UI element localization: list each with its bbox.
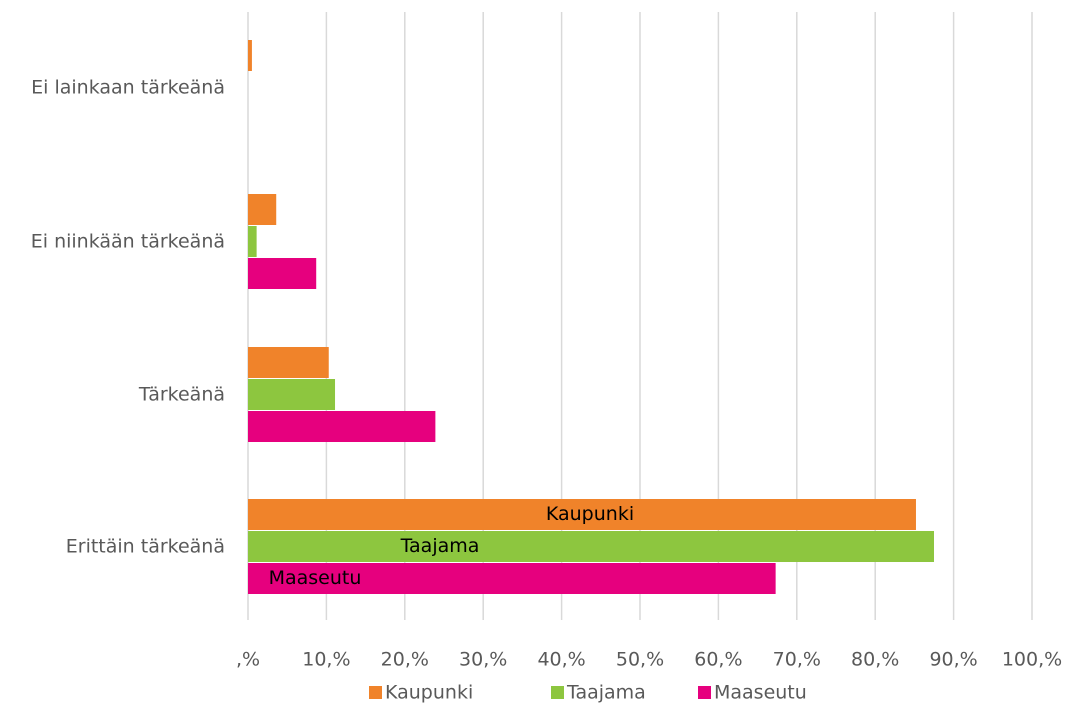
y-tick-label: Tärkeänä xyxy=(138,384,225,406)
x-tick-label: 70,% xyxy=(773,649,821,671)
bar xyxy=(248,258,317,289)
x-tick-label: 100,% xyxy=(1002,649,1062,671)
y-tick-label: Ei lainkaan tärkeänä xyxy=(31,77,225,99)
legend-label: Taajama xyxy=(566,682,646,704)
x-tick-label: 10,% xyxy=(302,649,350,671)
x-tick-label: 90,% xyxy=(929,649,977,671)
bar xyxy=(248,379,336,410)
bar-label: Taajama xyxy=(400,535,480,557)
x-tick-label: 50,% xyxy=(616,649,664,671)
bar xyxy=(248,347,329,378)
bar xyxy=(248,40,252,71)
x-tick-label: 60,% xyxy=(694,649,742,671)
x-tick-label: 20,% xyxy=(381,649,429,671)
x-tick-label: 30,% xyxy=(459,649,507,671)
bar xyxy=(248,226,257,257)
bar xyxy=(248,194,277,225)
x-tick-label: 80,% xyxy=(851,649,899,671)
legend-swatch xyxy=(369,686,382,699)
x-tick-label: ,% xyxy=(236,649,260,671)
x-tick-label: 40,% xyxy=(537,649,585,671)
bar xyxy=(248,563,776,594)
bar-label: Kaupunki xyxy=(546,503,634,525)
bar-label: Maaseutu xyxy=(269,567,362,589)
bar xyxy=(248,531,934,562)
bar xyxy=(248,411,436,442)
legend-swatch xyxy=(698,686,711,699)
legend-label: Kaupunki xyxy=(385,682,473,704)
y-tick-label: Erittäin tärkeänä xyxy=(66,536,225,558)
bar xyxy=(248,499,916,530)
legend-label: Maaseutu xyxy=(714,682,807,704)
y-tick-label: Ei niinkään tärkeänä xyxy=(31,231,225,253)
legend-swatch xyxy=(551,686,564,699)
